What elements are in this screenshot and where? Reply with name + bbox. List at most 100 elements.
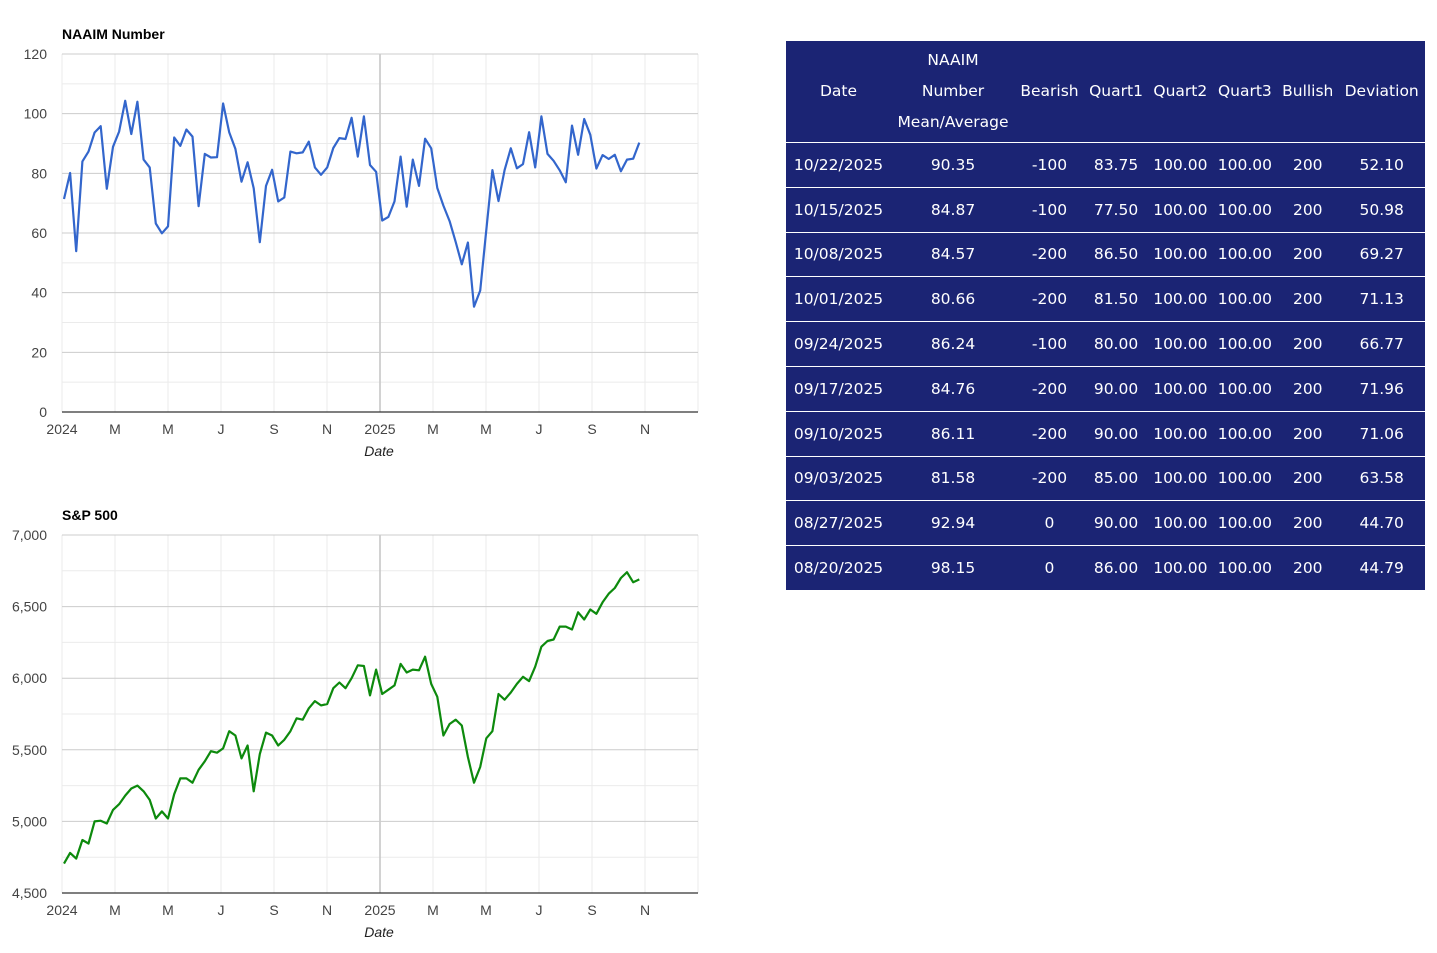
y-tick-label: 5,500 [12,742,47,758]
table-cell: 71.96 [1338,365,1425,412]
column-header-text: Quart2 [1153,82,1208,100]
column-header-text: Number [921,82,985,100]
column-header: NAAIM Number Mean/Average [891,41,1015,143]
x-tick-label: M [427,902,439,918]
table-cell: 200 [1277,410,1339,457]
table-cell: 86.50 [1083,231,1149,277]
table-cell: 44.70 [1338,500,1425,546]
table-cell: 200 [1277,500,1339,546]
table-cell: 100.00 [1148,231,1213,277]
table-cell: -200 [1015,365,1084,412]
table-cell: 100.00 [1212,365,1278,412]
series-line [63,571,640,865]
table-cell: 100.00 [1212,231,1278,277]
table-cell: -200 [1015,231,1084,277]
x-tick-label: 2024 [46,902,77,918]
table-row: 10/15/2025 84.87 -100 77.50 100.00 100.00 200 5… [786,186,1425,233]
x-tick-label: M [162,902,174,918]
table-cell: -100 [1015,321,1084,367]
table-cell: 90.00 [1083,365,1149,412]
table-row: 08/20/2025 98.15 0 86.00 100.00 100.00 200 44.7… [786,545,1425,591]
y-tick-label: 20 [31,344,47,360]
table-cell: 77.50 [1083,186,1149,233]
x-tick-label: S [587,902,596,918]
table-cell: 100.00 [1212,321,1278,367]
table-cell: 08/27/2025 [786,500,891,546]
x-tick-label: J [218,421,225,437]
column-header: Quart2 [1148,41,1213,143]
table-cell: 69.27 [1338,231,1425,277]
table-cell: -200 [1015,455,1084,501]
column-header: Quart3 [1213,41,1278,143]
naaim-data-table: Date NAAIM Number Mean/Average Bearish Quart1… [786,41,1425,591]
table-cell: 86.24 [891,321,1015,367]
table-cell: 98.15 [891,545,1015,591]
x-tick-label: M [480,902,492,918]
table-cell: 100.00 [1212,186,1278,233]
table-cell: 66.77 [1338,321,1425,367]
table-cell: -200 [1015,276,1084,322]
table-cell: 0 [1015,500,1084,546]
table-cell: 86.11 [891,410,1015,457]
column-header-text: Quart3 [1217,82,1272,100]
table-cell: 10/08/2025 [786,231,891,277]
table-cell: 80.00 [1083,321,1149,367]
table-cell: 100.00 [1148,545,1213,591]
table-cell: 100.00 [1212,500,1278,546]
table-cell: 52.10 [1338,142,1425,188]
table-cell: 50.98 [1338,186,1425,233]
table-cell: 84.57 [891,231,1015,277]
table-row: 10/01/2025 80.66 -200 81.50 100.00 100.00 200 7… [786,276,1425,322]
table-cell: 90.00 [1083,410,1149,457]
column-header: Deviation [1338,41,1425,143]
table-cell: 71.06 [1338,410,1425,457]
x-tick-label: N [640,421,650,437]
table-cell: 90.00 [1083,500,1149,546]
table-row: 10/22/2025 90.35 -100 83.75 100.00 100.00 200 5… [786,142,1425,188]
table-cell: 100.00 [1148,186,1213,233]
table-cell: 100.00 [1148,321,1213,367]
table-cell: 81.50 [1083,276,1149,322]
x-tick-label: 2025 [364,421,395,437]
chart-title: S&P 500 [62,507,118,523]
table-cell: 200 [1277,365,1339,412]
y-tick-label: 6,500 [12,599,47,615]
naaim-number-chart: NAAIM Number 0 20 40 60 80 100 120 2024 M M J S N 2025… [24,26,699,459]
x-tick-label: N [322,421,332,437]
x-tick-label: S [269,421,278,437]
table-row: 09/17/2025 84.76 -200 90.00 100.00 100.00 200 7… [786,365,1425,412]
column-header-text: Mean/Average [897,113,1009,131]
table-row: 10/08/2025 84.57 -200 86.50 100.00 100.00 200 6… [786,231,1425,277]
table-cell: 71.13 [1338,276,1425,322]
table-cell: 100.00 [1148,500,1213,546]
table-cell: 100.00 [1148,410,1213,457]
table-cell: 0 [1015,545,1084,591]
table-cell: 200 [1277,186,1339,233]
column-header: Quart1 [1084,41,1148,143]
x-tick-label: J [536,421,543,437]
table-cell: 100.00 [1212,410,1278,457]
series-line [62,99,641,308]
x-tick-label: 2024 [46,421,77,437]
x-axis-title: Date [364,443,394,459]
y-tick-label: 80 [31,165,47,181]
y-tick-label: 7,000 [12,527,47,543]
y-tick-label: 100 [24,106,48,122]
x-tick-label: J [218,902,225,918]
table-cell: 09/03/2025 [786,455,891,501]
y-tick-label: 6,000 [12,670,47,686]
x-tick-label: M [162,421,174,437]
table-cell: 92.94 [891,500,1015,546]
table-cell: 80.66 [891,276,1015,322]
x-tick-label: M [480,421,492,437]
table-cell: 10/01/2025 [786,276,891,322]
table-cell: 200 [1277,455,1339,501]
table-cell: 100.00 [1212,276,1278,322]
column-header-text: Quart1 [1089,82,1143,100]
table-cell: -100 [1015,142,1084,188]
table-cell: 100.00 [1148,142,1213,188]
column-header-text: Bearish [1020,82,1079,100]
table-cell: 63.58 [1338,455,1425,501]
y-tick-label: 60 [31,225,47,241]
column-header-text: Deviation [1344,82,1419,100]
